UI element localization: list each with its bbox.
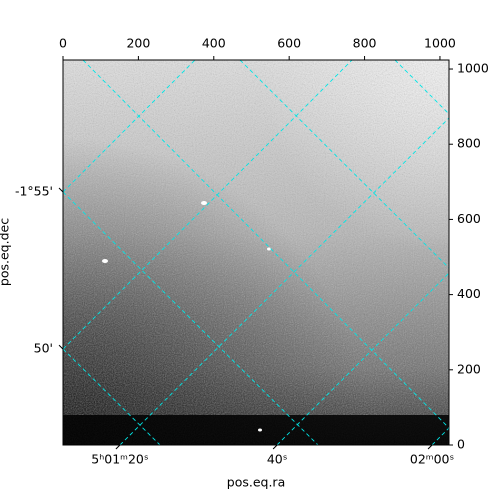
y-tick-label: -1°55' <box>15 183 53 198</box>
right-tick-label: 1000 <box>457 61 489 76</box>
x-tick-label: 02ᵐ00ˢ <box>410 452 454 467</box>
top-tick-label: 800 <box>353 36 377 51</box>
grid-line <box>119 117 449 445</box>
y-tick <box>58 344 64 350</box>
y-tick-label: 50' <box>34 341 53 356</box>
right-tick-label: 200 <box>457 361 481 376</box>
grid-line <box>394 60 449 115</box>
grid-line <box>276 272 449 445</box>
x-tick <box>115 444 121 450</box>
grid-line <box>82 60 449 429</box>
top-tick-label: 400 <box>202 36 226 51</box>
x-tick-label: 40ˢ <box>267 452 288 467</box>
x-tick <box>427 444 433 450</box>
top-tick-label: 1000 <box>424 36 456 51</box>
grid-line <box>239 60 449 269</box>
top-tick-label: 600 <box>277 36 301 51</box>
right-tick-label: 800 <box>457 136 481 151</box>
image <box>63 60 449 445</box>
grid-line <box>63 60 196 193</box>
grid-line <box>63 191 319 445</box>
right-tick-label: 400 <box>457 286 481 301</box>
top-tick-label: 200 <box>126 36 150 51</box>
frame <box>62 59 450 446</box>
right-tick-label: 600 <box>457 211 481 226</box>
right-tick-label: 0 <box>457 437 465 452</box>
y-axis-label: pos.eq.dec <box>0 218 12 286</box>
y-tick <box>58 187 64 193</box>
grid-line <box>63 60 353 350</box>
grid-line <box>63 348 161 445</box>
x-axis-label: pos.eq.ra <box>227 475 285 490</box>
x-tick-label: 5ʰ01ᵐ20ˢ <box>91 452 148 467</box>
x-tick <box>272 444 278 450</box>
top-tick-label: 0 <box>59 36 67 51</box>
